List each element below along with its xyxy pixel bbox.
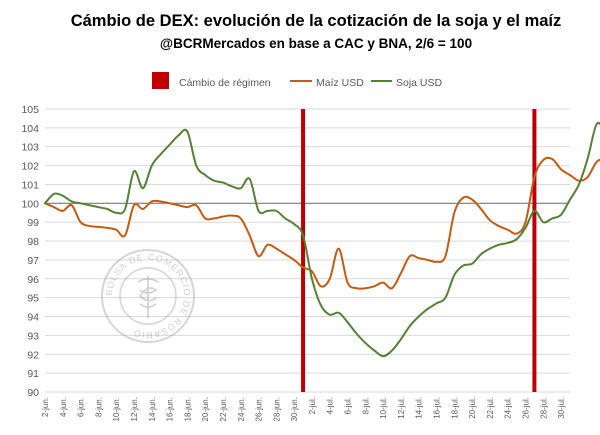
chart-title: Cámbio de DEX: evolución de la cotizació… <box>71 12 562 30</box>
x-tick-label: 6-jul. <box>344 397 353 414</box>
y-tick-label: 100 <box>21 198 39 210</box>
y-tick-label: 97 <box>27 255 39 267</box>
y-tick-label: 102 <box>21 161 39 173</box>
x-tick-label: 30-jul. <box>557 397 566 419</box>
x-tick-label: 6-jun. <box>77 397 86 417</box>
y-tick-label: 90 <box>27 387 39 399</box>
caduceus-icon <box>137 276 159 318</box>
x-tick-label: 22-jul. <box>486 397 495 419</box>
x-tick-label: 26-jun. <box>255 397 264 421</box>
x-tick-label: 28-jun. <box>272 397 281 421</box>
y-tick-label: 96 <box>27 274 39 286</box>
series-line-ma-z-usd <box>44 156 600 290</box>
x-tick-label: 14-jul. <box>415 397 424 419</box>
x-tick-label: 22-jun. <box>219 397 228 421</box>
x-tick-label: 12-jun. <box>130 397 139 421</box>
x-tick-label: 4-jul. <box>326 397 335 414</box>
x-tick-label: 26-jul. <box>522 397 531 419</box>
x-tick-label: 14-jun. <box>148 397 157 421</box>
y-tick-label: 93 <box>27 330 39 342</box>
x-tick-label: 16-jul. <box>433 397 442 419</box>
series-line-soja-usd <box>44 122 600 358</box>
regime-change-markers <box>301 109 537 392</box>
x-tick-label: 16-jun. <box>166 397 175 421</box>
y-tick-label: 103 <box>21 142 39 154</box>
x-tick-label: 10-jul. <box>379 397 388 419</box>
x-tick-label: 20-jun. <box>201 397 210 421</box>
legend-regime-swatch <box>152 72 169 89</box>
y-axis-ticks: 90 91 92 93 94 95 96 97 98 99 100 101 102 103 104 105 <box>21 104 39 399</box>
y-tick-label: 95 <box>27 293 39 305</box>
legend-regime-label: Cámbio de régimen <box>179 77 271 89</box>
legend: Cámbio de régimen Maíz USD Soja USD <box>152 72 443 89</box>
x-tick-label: 4-jun. <box>59 397 68 417</box>
x-tick-label: 28-jul. <box>539 397 548 419</box>
y-tick-label: 104 <box>21 123 39 135</box>
x-tick-label: 30-jun. <box>290 397 299 421</box>
y-tick-label: 98 <box>27 236 39 248</box>
x-tick-label: 2-jul. <box>308 397 317 414</box>
gridlines <box>45 108 570 393</box>
chart-subtitle: @BCRMercados en base a CAC y BNA, 2/6 = … <box>160 36 472 51</box>
x-tick-label: 18-jul. <box>450 397 459 419</box>
x-tick-label: 20-jul. <box>468 397 477 419</box>
series-lines <box>44 122 600 358</box>
y-tick-label: 92 <box>27 349 39 361</box>
y-tick-label: 101 <box>21 179 39 191</box>
x-tick-label: 12-jul. <box>397 397 406 419</box>
y-tick-label: 94 <box>27 312 39 324</box>
x-tick-label: 2-jun. <box>41 397 50 417</box>
x-tick-label: 8-jul. <box>361 397 370 414</box>
x-axis-ticks: 2-jun. 4-jun. 6-jun. 8-jun. 10-jun. 12-jun. 14… <box>41 397 566 421</box>
x-tick-label: 10-jun. <box>112 397 121 421</box>
x-tick-label: 8-jun. <box>94 397 103 417</box>
x-tick-label: 24-jul. <box>504 397 513 419</box>
legend-maiz-label: Maíz USD <box>316 77 364 89</box>
x-tick-label: 18-jun. <box>183 397 192 421</box>
bcr-seal-watermark: BOLSA DE COMERCIO DE ROSARIO <box>101 249 195 343</box>
y-tick-label: 105 <box>21 104 39 116</box>
legend-soja-label: Soja USD <box>396 77 443 89</box>
y-tick-label: 99 <box>27 217 39 229</box>
y-tick-label: 91 <box>27 368 39 380</box>
x-tick-label: 24-jun. <box>237 397 246 421</box>
